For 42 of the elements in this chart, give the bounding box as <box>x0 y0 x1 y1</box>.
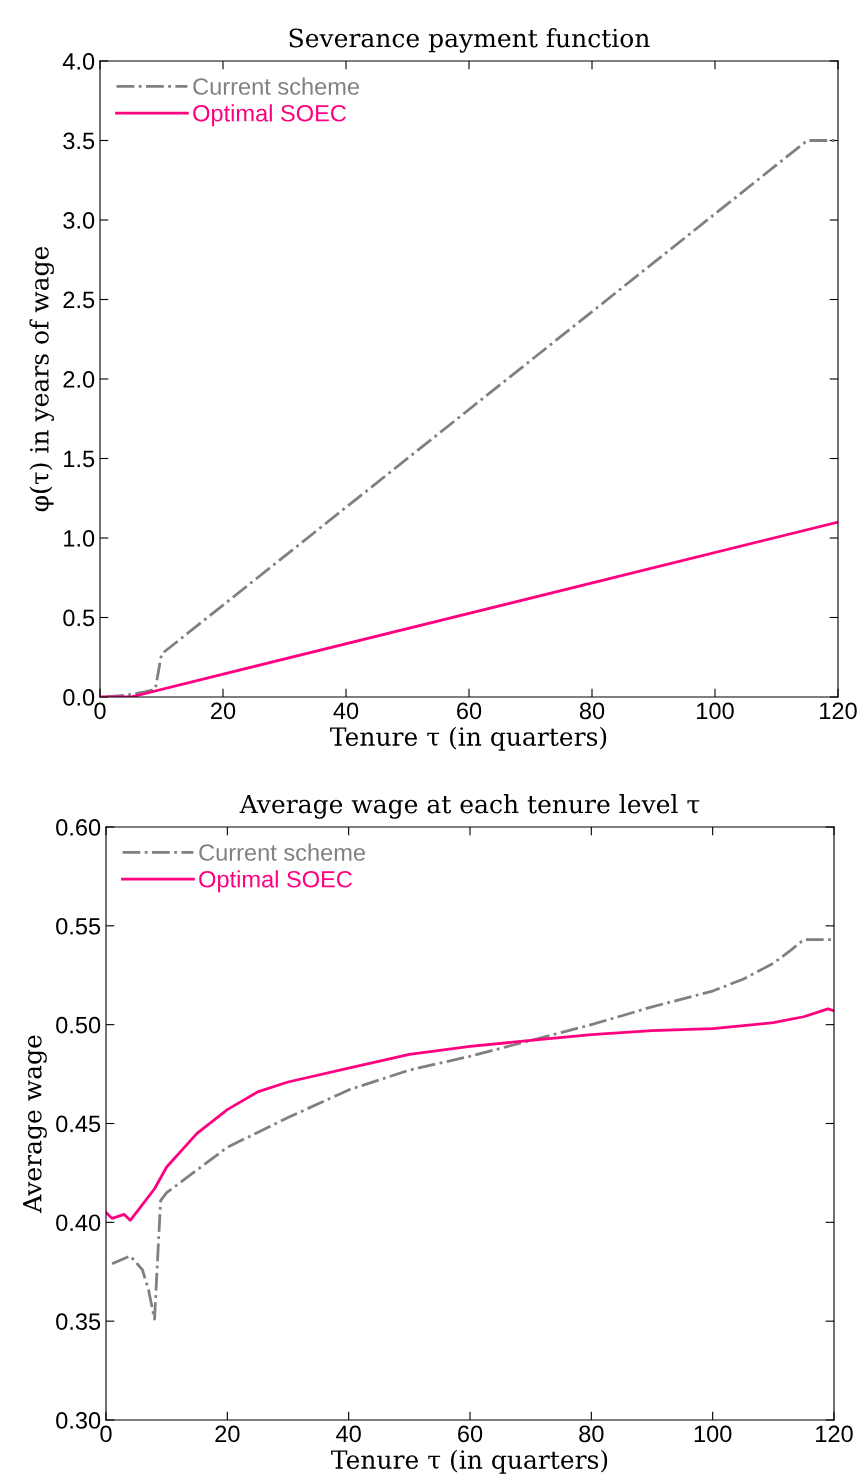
y-axis-title: φ(τ) in years of wage <box>29 246 54 512</box>
legend-label: Current scheme <box>199 843 365 861</box>
y-tick-label: 1.5 <box>64 450 95 468</box>
x-axis-title: Tenure τ (in quarters) <box>330 726 607 751</box>
y-axis-title: Average wage <box>23 1035 47 1213</box>
x-tick-label: 60 <box>458 1425 483 1443</box>
x-tick-label: 20 <box>215 1425 240 1443</box>
chart-title: Average wage at each tenure level τ <box>239 794 700 819</box>
x-axis-title: Tenure τ (in quarters) <box>331 1449 608 1474</box>
x-tick-label: 20 <box>211 702 236 720</box>
line-series <box>106 1007 834 1222</box>
y-tick-label: 4.0 <box>62 53 95 70</box>
y-tick-label: 0.55 <box>56 917 101 935</box>
legend-label: Current scheme <box>193 77 359 95</box>
line-series <box>110 938 834 1321</box>
x-tick-label: 80 <box>579 702 605 720</box>
x-tick-label: 100 <box>697 702 734 720</box>
x-tick-label: 40 <box>333 702 359 720</box>
y-tick-label: 1.0 <box>64 530 95 547</box>
y-tick-label: 0.40 <box>56 1214 101 1232</box>
x-tick-label: 120 <box>820 702 857 720</box>
y-tick-label: 0.5 <box>63 609 95 627</box>
y-tick-label: 0.30 <box>56 1412 101 1429</box>
y-tick-label: 2.5 <box>63 291 95 309</box>
x-tick-label: 0 <box>94 702 106 720</box>
y-tick-label: 0.60 <box>56 819 101 836</box>
y-tick-label: 0.50 <box>56 1016 101 1034</box>
y-tick-label: 3.0 <box>63 212 95 229</box>
x-tick-label: 40 <box>336 1425 361 1443</box>
y-tick-label: 0.35 <box>56 1313 101 1330</box>
x-tick-label: 120 <box>816 1425 853 1443</box>
y-tick-label: 0.45 <box>56 1115 101 1133</box>
y-tick-label: 0.0 <box>63 689 95 706</box>
y-tick-label: 3.5 <box>63 132 95 150</box>
y-tick-label: 2.0 <box>63 371 95 388</box>
chart-title: Severance payment function <box>289 28 650 53</box>
x-tick-label: 80 <box>579 1425 604 1443</box>
x-tick-label: 0 <box>100 1425 112 1443</box>
x-tick-label: 100 <box>694 1425 732 1443</box>
legend-label: Optimal SOEC <box>199 870 352 893</box>
x-tick-label: 60 <box>457 702 482 720</box>
legend-label: Optimal SOEC <box>193 104 346 127</box>
